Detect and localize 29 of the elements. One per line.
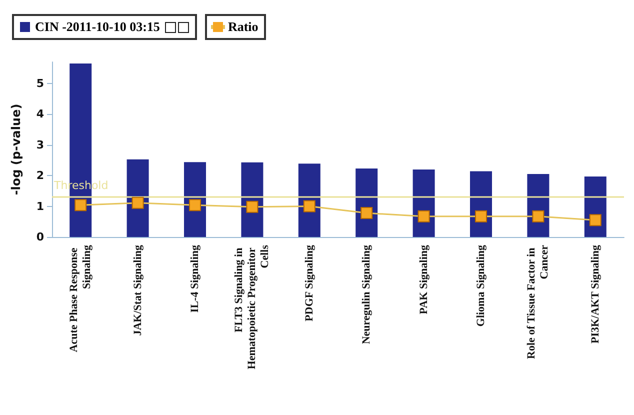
y-axis-title: -log (p-value) — [9, 104, 23, 196]
legend-label: Ratio — [228, 19, 258, 35]
x-tick-label: PDGF Signaling — [303, 244, 316, 322]
y-tick-label: 0 — [36, 230, 44, 244]
x-tick-label: Neuregulin Signaling — [360, 244, 373, 344]
y-tick-label: 2 — [36, 169, 44, 182]
y-tick-label: 4 — [36, 108, 44, 121]
point — [74, 199, 87, 212]
y-tick-label: 3 — [36, 138, 44, 152]
legend-label: CIN -2011-10-10 03:15 — [35, 19, 160, 35]
point — [189, 199, 201, 212]
x-tick-label: Glioma Signaling — [475, 244, 487, 327]
point — [303, 200, 316, 212]
point — [589, 214, 602, 226]
point — [360, 207, 373, 220]
point — [246, 200, 258, 213]
x-tick-label: PAK Signaling — [418, 244, 430, 314]
y-tick-label: 5 — [36, 76, 44, 90]
point — [532, 210, 544, 222]
x-tick-label: Acute Phase Response Signaling — [68, 244, 94, 352]
y-tick-label: 1 — [36, 200, 44, 213]
x-tick-label: Role of Tissue Factor in Cancer — [526, 244, 551, 359]
point — [132, 196, 144, 209]
x-tick-label: JAK/Stat Signaling — [132, 244, 144, 336]
x-tick-label: FLT3 Signaling in Hematopoietic Progenitor Cells — [233, 244, 272, 370]
point — [418, 210, 430, 222]
point — [475, 210, 487, 222]
x-tick-label: PI3K/AKT Signaling — [589, 244, 602, 344]
x-tick-label: IL-4 Signaling — [189, 244, 201, 313]
